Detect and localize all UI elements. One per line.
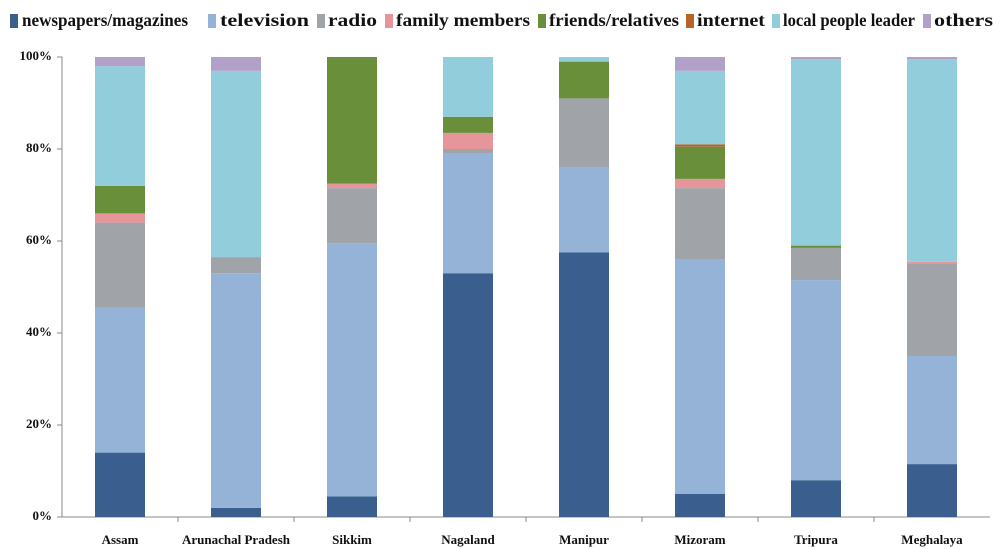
bar-segment (907, 59, 957, 262)
bar-segment (675, 259, 725, 494)
x-tick-label: Tripura (794, 532, 838, 547)
bar-segment (95, 307, 145, 453)
bar-segment (559, 61, 609, 99)
bar-segment (559, 98, 609, 168)
bar-segment (675, 146, 725, 179)
x-tick-label: Manipur (559, 532, 609, 547)
bar-segment (559, 167, 609, 253)
x-tick-label: Arunachal Pradesh (182, 532, 291, 547)
x-tick-label: Assam (102, 532, 139, 547)
legend-swatch (923, 14, 931, 28)
bar-segment (675, 178, 725, 189)
legend-label: internet (697, 10, 765, 30)
bar-segment (791, 59, 841, 246)
bar-segment (907, 464, 957, 517)
bar-segment (791, 247, 841, 281)
bar-segment (675, 57, 725, 71)
bar-segment (443, 273, 493, 517)
bar-segment (95, 57, 145, 67)
bar-segment (675, 188, 725, 260)
bar-segment (211, 507, 261, 517)
bar-segment (791, 245, 841, 248)
legend-label: friends/relatives (549, 10, 679, 30)
bar-segment (95, 66, 145, 186)
bar-segment (95, 185, 145, 214)
bar-segment (443, 116, 493, 133)
bar-segment (675, 70, 725, 145)
bar-segment (791, 480, 841, 517)
legend-swatch (772, 14, 780, 28)
bar-segment (559, 57, 609, 62)
x-tick-label: Mizoram (674, 532, 725, 547)
legend-swatch (686, 14, 694, 28)
legend-label: family members (396, 10, 530, 30)
y-tick-label: 20% (26, 416, 52, 431)
bar-segment (95, 452, 145, 517)
y-tick-label: 100% (20, 48, 53, 63)
legend-swatch (317, 14, 325, 28)
y-tick-label: 0% (33, 508, 53, 523)
bar-segment (327, 496, 377, 517)
legend-label: newspapers/magazines (22, 10, 188, 30)
x-tick-label: Sikkim (332, 532, 372, 547)
bar-segment (443, 153, 493, 274)
legend-swatch (208, 14, 216, 28)
legend-label: radio (328, 10, 377, 30)
bar-segment (211, 70, 261, 258)
legend-swatch (538, 14, 546, 28)
bar-segment (327, 183, 377, 189)
bar-segment (327, 188, 377, 244)
legend-swatch (10, 14, 18, 28)
legend-label: local people leader (783, 10, 915, 30)
y-tick-label: 60% (26, 232, 52, 247)
bar-segment (95, 213, 145, 223)
bar-segment (675, 144, 725, 147)
bar-segment (907, 57, 957, 60)
bar-segment (211, 273, 261, 508)
x-tick-label: Nagaland (441, 532, 495, 547)
bar-segment (907, 261, 957, 264)
bar-segment (327, 243, 377, 497)
bar-segment (443, 57, 493, 117)
legend-label: others (934, 10, 993, 30)
bar-segment (95, 222, 145, 308)
x-tick-label: Meghalaya (901, 532, 963, 547)
bar-segment (791, 57, 841, 60)
bar-segment (907, 264, 957, 356)
bar-segment (559, 252, 609, 517)
bar-segment (907, 356, 957, 465)
bar-segment (443, 132, 493, 149)
y-tick-label: 40% (26, 324, 52, 339)
y-tick-label: 80% (26, 140, 52, 155)
bar-segment (211, 257, 261, 274)
legend-label: television (220, 10, 309, 30)
bar-segment (443, 149, 493, 154)
bar-segment (327, 57, 377, 184)
bar-segment (791, 280, 841, 481)
bar-segment (211, 57, 261, 71)
legend-swatch (385, 14, 393, 28)
bar-segment (675, 494, 725, 517)
